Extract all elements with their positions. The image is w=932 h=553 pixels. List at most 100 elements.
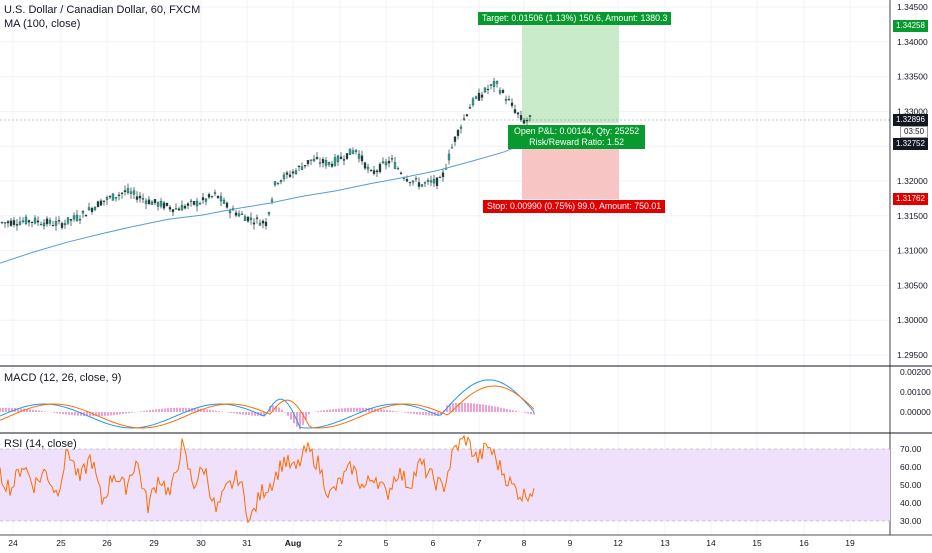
candle-up — [258, 222, 262, 226]
candle-up — [312, 158, 316, 162]
candle-down — [441, 172, 445, 177]
time-label: 14 — [706, 538, 716, 548]
symbol-title[interactable]: U.S. Dollar / Canadian Dollar, 60, FXCM — [4, 4, 201, 16]
candle-down — [162, 202, 166, 209]
candle-up — [504, 99, 508, 101]
time-label: 5 — [384, 538, 389, 548]
candle-down — [465, 114, 469, 117]
candle-down — [399, 172, 403, 174]
time-label: 15 — [752, 538, 762, 548]
candle-down — [315, 157, 319, 159]
candle-down — [291, 171, 295, 174]
candle-down — [177, 208, 181, 211]
candle-down — [117, 194, 121, 196]
candle-down — [306, 160, 310, 164]
macd-legend[interactable]: MACD (12, 26, close, 9) — [4, 372, 122, 384]
candle-up — [459, 126, 463, 129]
rsi-line — [0, 434, 535, 524]
candle-down — [27, 220, 31, 223]
rsi-legend[interactable]: RSI (14, close) — [4, 438, 77, 450]
candle-up — [33, 217, 37, 224]
candle-up — [402, 177, 406, 179]
candle-up — [144, 200, 148, 204]
candle-up — [429, 180, 433, 183]
candle-down — [360, 155, 364, 162]
signal-line — [0, 385, 535, 429]
candle-down — [510, 102, 514, 106]
candle-up — [174, 208, 178, 210]
candle-down — [141, 198, 145, 200]
price-tick-label: 1.33500 — [897, 72, 928, 82]
candle-up — [420, 184, 424, 187]
candle-up — [129, 191, 133, 194]
candle-up — [198, 203, 202, 205]
candle-down — [363, 162, 367, 169]
price-tick-label: 1.29500 — [897, 350, 928, 360]
price-tick-label: 1.31500 — [897, 211, 928, 221]
candle-down — [369, 169, 373, 172]
candle-down — [435, 177, 439, 186]
time-label: 16 — [799, 538, 809, 548]
candle-down — [513, 109, 517, 113]
candle-up — [273, 181, 277, 186]
time-label: 25 — [56, 538, 66, 548]
macd-tick-label: 0.00200 — [900, 367, 931, 377]
candle-down — [453, 136, 457, 142]
candle-up — [72, 215, 76, 220]
candle-down — [372, 170, 376, 174]
time-label: 12 — [613, 538, 623, 548]
rsi-tick-label: 40.00 — [900, 498, 922, 508]
candle-up — [240, 213, 244, 215]
candle-down — [69, 219, 73, 221]
ma-legend[interactable]: MA (100, close) — [4, 18, 81, 30]
candle-down — [168, 207, 172, 210]
candle-down — [12, 220, 16, 225]
candle-up — [447, 153, 451, 161]
candle-down — [201, 197, 205, 201]
candle-up — [0, 222, 4, 224]
candle-down — [417, 182, 421, 187]
candle-up — [414, 178, 418, 180]
candle-up — [243, 216, 247, 221]
candle-up — [75, 214, 79, 221]
candle-down — [147, 199, 151, 205]
candle-up — [81, 211, 85, 214]
candle-down — [288, 174, 292, 177]
candle-up — [426, 180, 430, 182]
time-label: 29 — [149, 538, 159, 548]
candle-down — [60, 223, 64, 228]
candle-up — [282, 174, 286, 180]
candle-up — [381, 161, 385, 164]
candle-up — [3, 222, 7, 224]
candle-down — [321, 158, 325, 164]
candle-down — [108, 196, 112, 198]
price-tick-label: 1.30000 — [897, 315, 928, 325]
candle-up — [528, 115, 532, 117]
candle-down — [123, 190, 127, 193]
candle-down — [207, 194, 211, 198]
candle-down — [138, 195, 142, 199]
candle-down — [516, 112, 520, 115]
candle-up — [105, 197, 109, 200]
rsi-tick-label: 30.00 — [900, 516, 922, 526]
candle-down — [345, 153, 349, 159]
time-label: 31 — [242, 538, 252, 548]
candle-down — [99, 200, 103, 206]
candle-down — [330, 163, 334, 167]
candle-down — [90, 208, 94, 213]
candle-up — [150, 201, 154, 205]
time-label: 26 — [102, 538, 112, 548]
time-label: Aug — [285, 538, 302, 548]
candle-down — [225, 202, 229, 208]
candle-down — [9, 220, 13, 226]
candle-up — [54, 221, 58, 226]
candle-down — [36, 220, 40, 223]
time-label: 8 — [522, 538, 527, 548]
candle-down — [84, 214, 88, 217]
candle-up — [423, 182, 427, 184]
candle-down — [15, 224, 19, 226]
candle-up — [180, 205, 184, 211]
candle-up — [156, 202, 160, 207]
